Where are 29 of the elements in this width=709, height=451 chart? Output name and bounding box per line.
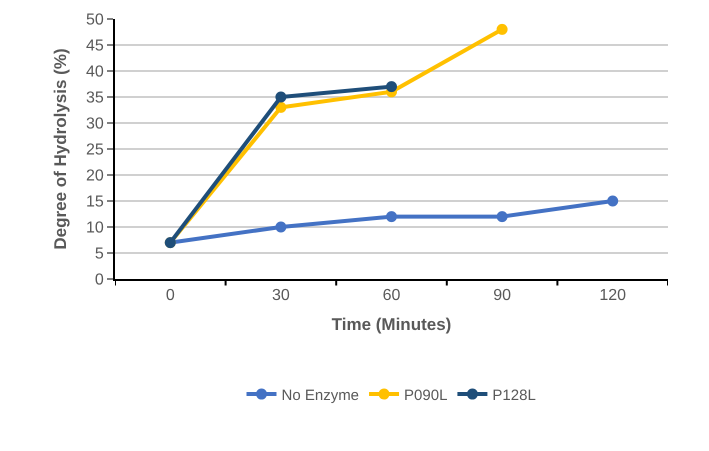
y-tick-label: 45 [86,38,104,55]
y-tick-label: 5 [94,246,104,263]
x-axis-title: Time (Minutes) [332,315,452,334]
legend-label: No Enzyme [282,386,360,404]
y-tick-label: 50 [86,12,104,29]
x-tick-label: 90 [493,287,512,304]
y-tick-label: 25 [86,142,104,159]
y-tick-label: 30 [86,116,104,133]
point [386,211,397,222]
y-tick-label: 35 [86,90,104,107]
point [496,211,508,222]
point [496,24,508,35]
y-tick-label: 10 [86,220,104,237]
point [275,92,286,102]
legend-label: P128L [492,386,536,404]
x-tick-label: 120 [599,287,626,304]
y-tick-label: 15 [86,194,104,211]
point [386,81,397,92]
point [607,196,618,206]
legend-label: P090L [404,386,448,404]
x-tick-label: 60 [382,287,400,304]
y-tick-label: 40 [86,64,104,81]
y-tick-label: 0 [94,272,104,289]
point [275,222,286,232]
point [275,102,286,113]
x-tick-label: 30 [272,287,290,304]
y-axis-title: Degree of Hydrolysis (%) [51,48,70,250]
x-tick-label: 0 [166,287,175,304]
y-tick-label: 20 [86,168,104,185]
